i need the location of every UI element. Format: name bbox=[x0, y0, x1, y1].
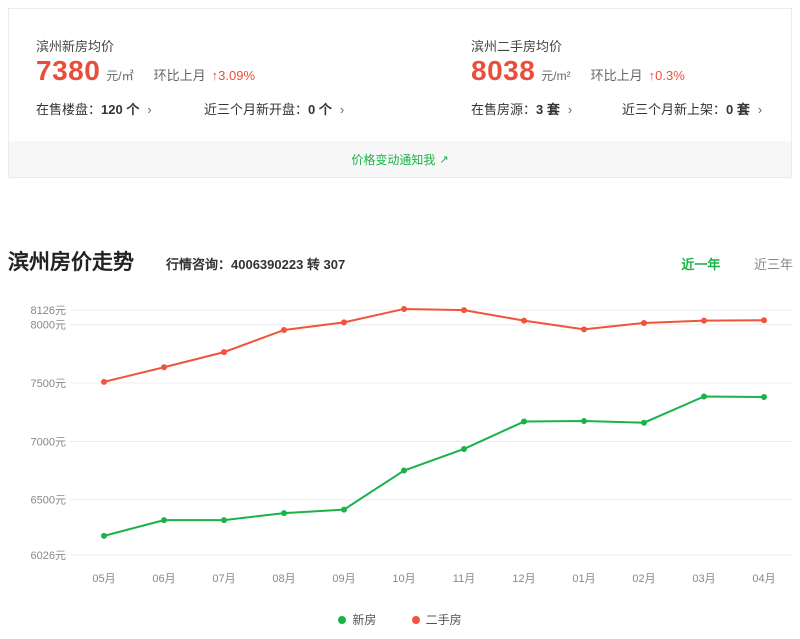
new-home-price: 7380 bbox=[36, 55, 101, 86]
x-tick-label: 07月 bbox=[212, 573, 235, 585]
new-home-mom-value: ↑3.09% bbox=[211, 68, 256, 83]
data-point bbox=[521, 317, 527, 324]
legend-item-resale[interactable]: 二手房 bbox=[411, 611, 462, 628]
on-sale-projects-label: 在售楼盘： bbox=[36, 102, 102, 117]
legend-label-resale: 二手房 bbox=[425, 613, 462, 627]
data-point bbox=[761, 317, 767, 324]
resale-label: 滨州二手房均价 bbox=[471, 39, 563, 54]
data-point bbox=[101, 378, 107, 385]
data-point bbox=[641, 319, 647, 326]
new-openings-label: 近三个月新开盘： bbox=[204, 102, 309, 117]
data-point bbox=[221, 349, 227, 356]
resale-unit: 元/m² bbox=[541, 69, 571, 83]
x-tick-label: 12月 bbox=[512, 573, 535, 585]
x-tick-label: 10月 bbox=[392, 573, 415, 585]
x-tick-label: 05月 bbox=[92, 573, 115, 585]
resale-mom-value: ↑0.3% bbox=[648, 68, 685, 83]
external-link-icon: ↗ bbox=[439, 153, 449, 166]
legend-item-new[interactable]: 新房 bbox=[338, 611, 376, 628]
on-sale-projects-link[interactable]: 在售楼盘：120 个 › bbox=[36, 99, 152, 118]
x-tick-label: 01月 bbox=[572, 573, 595, 585]
y-tick-label: 6026元 bbox=[31, 550, 66, 562]
legend-dot-new bbox=[338, 615, 347, 624]
data-point bbox=[701, 393, 707, 400]
data-point bbox=[341, 319, 347, 326]
y-tick-label: 6500元 bbox=[31, 495, 66, 507]
data-point bbox=[701, 317, 707, 324]
x-tick-label: 08月 bbox=[272, 573, 295, 585]
data-point bbox=[461, 445, 467, 452]
data-point bbox=[761, 394, 767, 401]
y-tick-label: 7000元 bbox=[31, 436, 66, 448]
resale-price: 8038 bbox=[471, 55, 536, 86]
price-alert-label: 价格变动通知我 bbox=[351, 152, 436, 167]
x-tick-label: 04月 bbox=[752, 573, 775, 585]
tab-one-year[interactable]: 近一年 bbox=[681, 257, 721, 272]
legend-dot-resale bbox=[411, 615, 420, 624]
data-point bbox=[581, 326, 587, 333]
new-openings-link[interactable]: 近三个月新开盘：0 个 › bbox=[204, 99, 344, 118]
legend-label-new: 新房 bbox=[352, 613, 377, 627]
new-listings-label: 近三个月新上架： bbox=[622, 102, 727, 117]
tab-three-years[interactable]: 近三年 bbox=[753, 257, 793, 272]
x-tick-label: 06月 bbox=[152, 573, 175, 585]
hotline-text: 行情咨询：4006390223 转 307 bbox=[166, 257, 346, 272]
data-point bbox=[641, 419, 647, 426]
new-home-label: 滨州新房均价 bbox=[36, 39, 115, 54]
y-tick-label: 8000元 bbox=[31, 320, 66, 332]
on-sale-listings-link[interactable]: 在售房源：3 套 › bbox=[471, 99, 572, 118]
on-sale-listings-label: 在售房源： bbox=[471, 102, 537, 117]
chevron-right-icon: › bbox=[567, 102, 573, 117]
new-listings-link[interactable]: 近三个月新上架：0 套 › bbox=[622, 99, 762, 118]
data-point bbox=[581, 417, 587, 424]
new-home-unit: 元/㎡ bbox=[106, 69, 134, 83]
resale-mom-label: 环比上月 bbox=[590, 68, 643, 83]
data-point bbox=[281, 326, 287, 333]
price-alert-link[interactable]: 价格变动通知我 ↗ bbox=[9, 141, 791, 177]
price-trend-chart: 6026元 6500元 7000元 7500元 8000元 8126元 05月 06月 07月 0… bbox=[31, 305, 792, 585]
new-home-line bbox=[103, 395, 765, 537]
data-point bbox=[401, 467, 407, 474]
data-point bbox=[221, 517, 227, 524]
on-sale-projects-value: 120 个 bbox=[101, 102, 140, 117]
chevron-right-icon: › bbox=[339, 102, 345, 117]
data-point bbox=[161, 517, 167, 524]
y-tick-label: 7500元 bbox=[31, 378, 66, 390]
x-tick-label: 11月 bbox=[453, 573, 475, 585]
x-tick-label: 03月 bbox=[692, 573, 715, 585]
new-home-price-row: 7380 元/㎡ 环比上月 ↑3.09% bbox=[36, 55, 255, 87]
new-listings-value: 0 套 bbox=[726, 102, 750, 117]
resale-price-row: 8038 元/m² 环比上月 ↑0.3% bbox=[471, 55, 685, 87]
trend-title: 滨州房价走势 bbox=[8, 251, 134, 274]
data-point bbox=[101, 532, 107, 539]
new-openings-value: 0 个 bbox=[308, 102, 332, 117]
new-home-mom-label: 环比上月 bbox=[153, 68, 206, 83]
range-tabs: 近一年 近三年 bbox=[651, 254, 793, 273]
x-tick-label: 09月 bbox=[332, 573, 355, 585]
resale-line bbox=[103, 307, 765, 383]
data-point bbox=[401, 305, 407, 312]
chevron-right-icon: › bbox=[147, 102, 152, 117]
x-tick-label: 02月 bbox=[632, 573, 655, 585]
data-point bbox=[521, 418, 527, 425]
data-point bbox=[161, 364, 167, 371]
data-point bbox=[461, 307, 467, 314]
chevron-right-icon: › bbox=[757, 102, 763, 117]
data-point bbox=[281, 510, 287, 517]
data-point bbox=[341, 506, 347, 513]
on-sale-listings-value: 3 套 bbox=[536, 102, 560, 117]
y-tick-label: 8126元 bbox=[31, 305, 66, 317]
price-summary-card: 滨州新房均价 7380 元/㎡ 环比上月 ↑3.09% 在售楼盘：120 个 › … bbox=[8, 8, 792, 178]
chart-legend: 新房 二手房 bbox=[0, 611, 800, 628]
